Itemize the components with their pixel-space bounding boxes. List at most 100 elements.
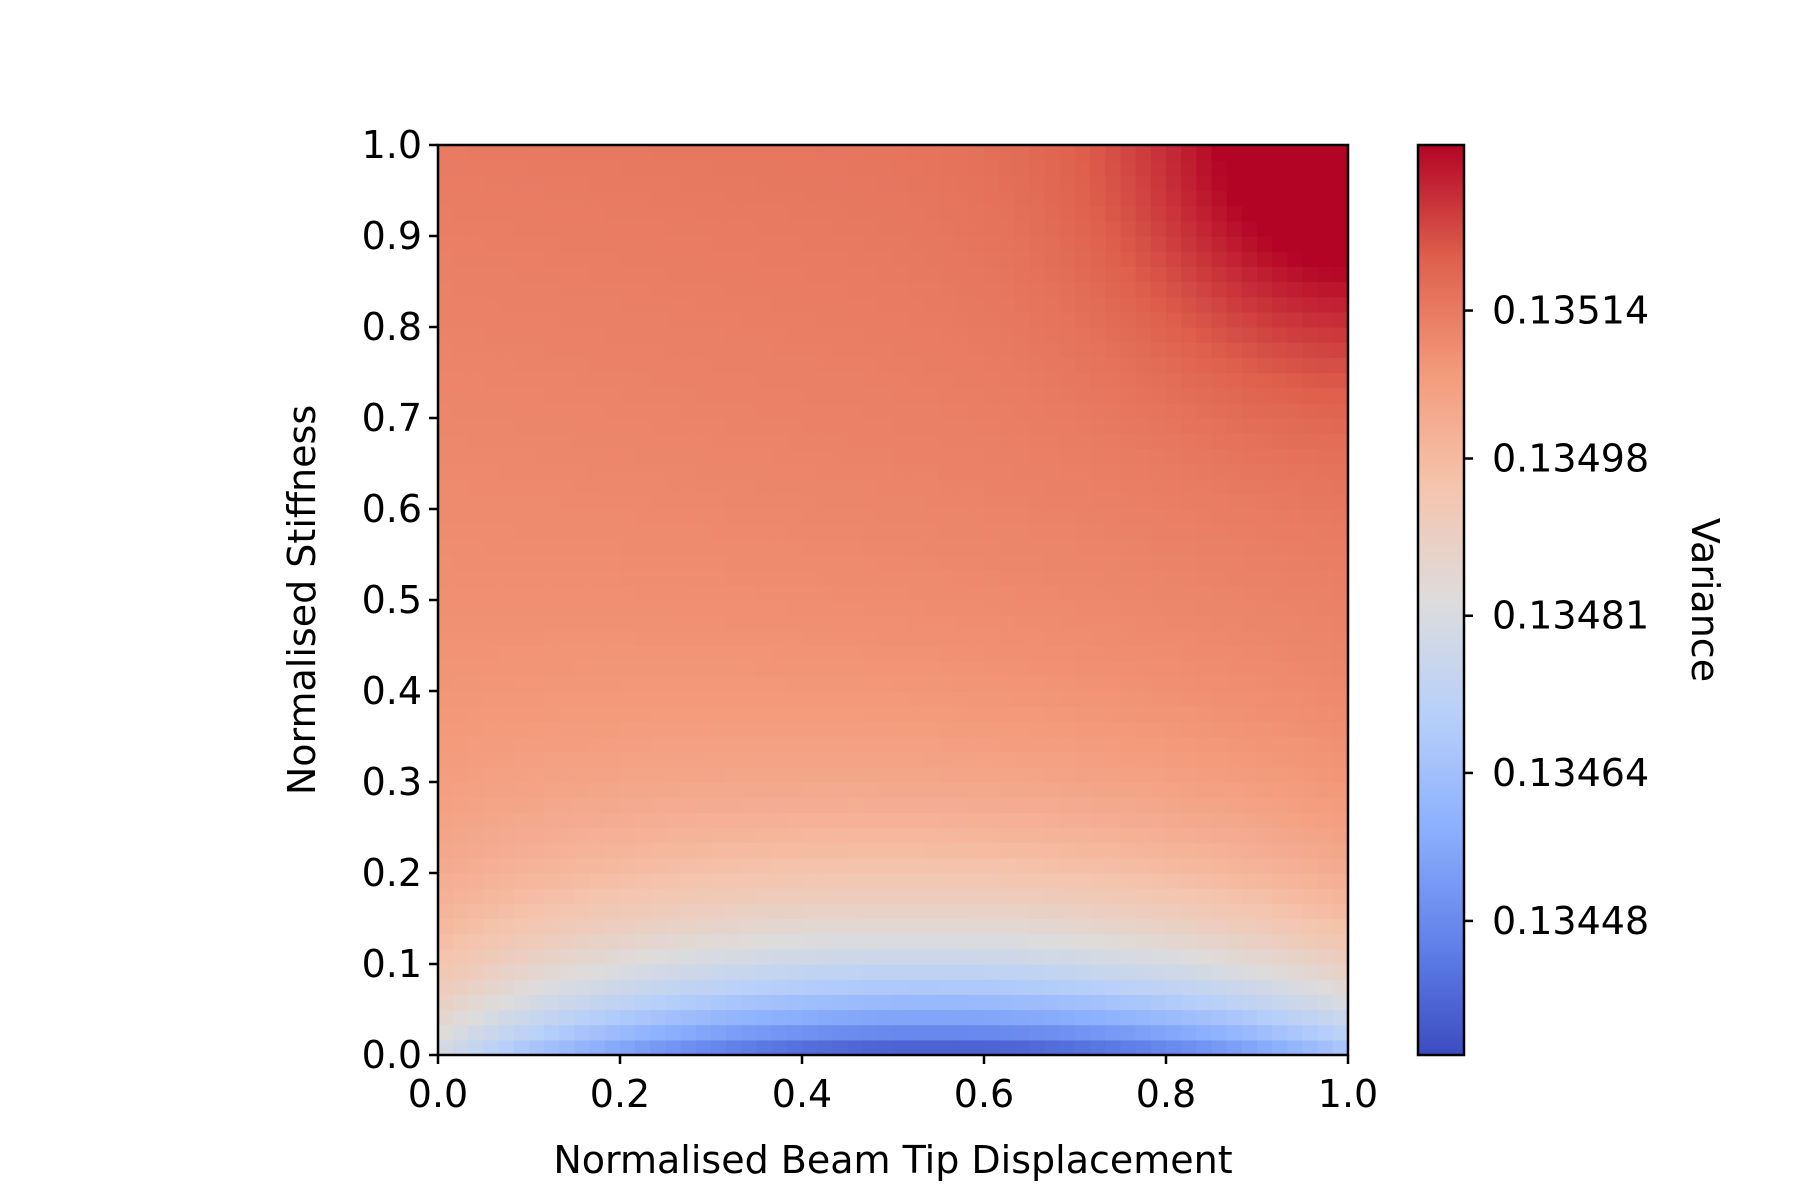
heatmap-cell: [953, 857, 970, 874]
heatmap-cell: [1181, 493, 1197, 510]
heatmap-cell: [1014, 387, 1031, 404]
heatmap-cell: [1257, 1024, 1273, 1041]
heatmap-cell: [1257, 463, 1273, 480]
heatmap-cell: [1317, 509, 1334, 525]
heatmap-cell: [1014, 903, 1031, 920]
heatmap-cell: [786, 387, 803, 404]
heatmap-cell: [1029, 220, 1046, 237]
heatmap-cell: [544, 1009, 560, 1026]
heatmap-cell: [1059, 766, 1076, 783]
heatmap-cell: [938, 888, 955, 904]
heatmap-cell: [1014, 281, 1031, 298]
heatmap-cell: [559, 751, 576, 768]
heatmap-cell: [1317, 600, 1334, 616]
heatmap-cell: [544, 948, 560, 965]
heatmap-cell: [695, 311, 712, 328]
heatmap-cell: [802, 736, 818, 753]
heatmap-cell: [1044, 220, 1061, 237]
heatmap-cell: [1272, 160, 1288, 176]
heatmap-cell: [1287, 827, 1304, 844]
heatmap-cell: [1196, 903, 1213, 920]
heatmap-cell: [483, 281, 500, 298]
heatmap-cell: [1181, 402, 1197, 419]
heatmap-cell: [1272, 751, 1288, 768]
heatmap-cell: [877, 236, 894, 252]
heatmap-cell: [847, 645, 864, 662]
heatmap-cell: [1029, 569, 1046, 586]
heatmap-cell: [847, 1009, 864, 1026]
heatmap-cell: [529, 873, 545, 889]
heatmap-cell: [453, 873, 469, 889]
heatmap-cell: [938, 857, 955, 874]
heatmap-cell: [817, 448, 833, 465]
heatmap-cell: [680, 539, 697, 556]
heatmap-cell: [1059, 569, 1076, 586]
heatmap-cell: [1029, 660, 1046, 677]
heatmap-cell: [1090, 600, 1106, 616]
heatmap-cell: [1135, 145, 1152, 161]
heatmap-cell: [968, 736, 985, 753]
heatmap-cell: [999, 251, 1015, 267]
heatmap-cell: [695, 372, 712, 389]
heatmap-cell: [893, 1009, 909, 1026]
heatmap-cell: [953, 888, 970, 904]
heatmap-cell: [483, 857, 500, 874]
heatmap-cell: [756, 979, 773, 995]
heatmap-cell: [923, 766, 940, 783]
heatmap-cell: [1332, 160, 1349, 176]
heatmap-cell: [453, 797, 469, 813]
heatmap-cell: [1257, 175, 1273, 192]
heatmap-cell: [1332, 175, 1349, 192]
heatmap-cell: [1241, 994, 1258, 1011]
heatmap-cell: [695, 675, 712, 692]
heatmap-cell: [604, 372, 621, 389]
heatmap-cell: [877, 948, 894, 965]
heatmap-cell: [847, 433, 864, 449]
heatmap-cell: [968, 675, 985, 692]
heatmap-cell: [1090, 842, 1106, 859]
heatmap-cell: [438, 721, 454, 738]
heatmap-cell: [923, 493, 940, 510]
heatmap-cell: [741, 220, 758, 237]
heatmap-cell: [999, 509, 1015, 525]
heatmap-cell: [680, 827, 697, 844]
heatmap-cell: [817, 857, 833, 874]
heatmap-cell: [695, 418, 712, 434]
heatmap-cell: [680, 509, 697, 525]
heatmap-cell: [908, 857, 924, 874]
heatmap-cell: [893, 493, 909, 510]
heatmap-cell: [574, 736, 591, 753]
heatmap-cell: [923, 372, 940, 389]
heatmap-cell: [1302, 812, 1319, 829]
heatmap-cell: [1226, 342, 1243, 358]
heatmap-cell: [1120, 918, 1137, 935]
heatmap-cell: [1181, 236, 1197, 252]
heatmap-cell: [620, 190, 636, 207]
heatmap-cell: [1059, 994, 1076, 1011]
heatmap-cell: [1287, 190, 1304, 207]
heatmap-cell: [1302, 205, 1319, 222]
heatmap-cell: [862, 342, 879, 358]
heatmap-cell: [468, 463, 485, 480]
heatmap-cell: [483, 827, 500, 844]
heatmap-cell: [1332, 387, 1349, 404]
heatmap-cell: [604, 933, 621, 950]
heatmap-cell: [1257, 220, 1273, 237]
heatmap-cell: [559, 615, 576, 631]
heatmap-cell: [1090, 1009, 1106, 1026]
heatmap-cell: [574, 994, 591, 1011]
heatmap-cell: [1287, 1024, 1304, 1041]
heatmap-cell: [529, 524, 545, 540]
heatmap-cell: [1181, 524, 1197, 540]
heatmap-cell: [1181, 948, 1197, 965]
heatmap-cell: [1090, 524, 1106, 540]
heatmap-cell: [999, 220, 1015, 237]
heatmap-cell: [1196, 296, 1213, 313]
heatmap-cell: [984, 842, 1000, 859]
heatmap-cell: [741, 994, 758, 1011]
heatmap-cell: [513, 842, 530, 859]
heatmap-cell: [756, 615, 773, 631]
heatmap-cell: [1287, 463, 1304, 480]
heatmap-cell: [1135, 175, 1152, 192]
heatmap-cell: [635, 554, 651, 571]
